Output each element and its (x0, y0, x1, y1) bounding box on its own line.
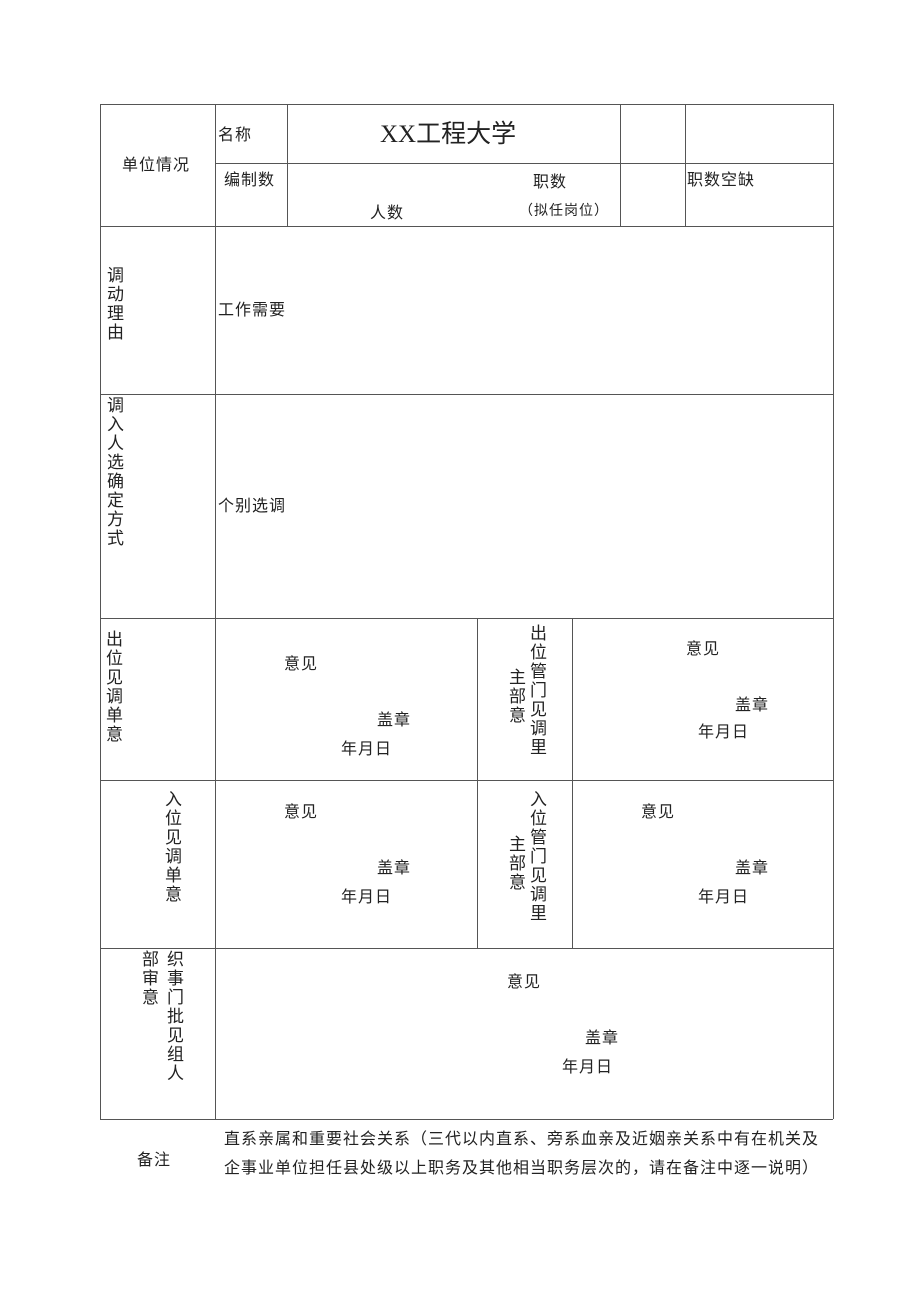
in-dept-label-a: 入位管门见调里 (526, 790, 546, 923)
in-unit-seal: 盖章 (377, 858, 412, 877)
in-unit-date: 年月日 (341, 887, 393, 906)
out-dept-opinion: 意见 (686, 639, 721, 658)
unit-info-label: 单位情况 (122, 155, 191, 174)
in-unit-opinion: 意见 (284, 802, 319, 821)
out-dept-date: 年月日 (698, 722, 750, 741)
row-divider (215, 163, 833, 164)
row-divider (100, 226, 833, 227)
org-dept-date: 年月日 (562, 1057, 614, 1076)
row-divider (100, 394, 833, 395)
row-divider (100, 618, 833, 619)
table-border-top (100, 104, 833, 105)
in-dept-date: 年月日 (698, 887, 750, 906)
out-unit-date: 年月日 (341, 739, 393, 758)
column-divider (287, 104, 288, 226)
reason-value[interactable]: 工作需要 (218, 300, 287, 319)
row-divider (100, 948, 833, 949)
quota-label: 编制数 (224, 170, 276, 189)
out-unit-label: 出位见调单意 (102, 630, 122, 744)
out-dept-seal: 盖章 (735, 695, 770, 714)
name-value[interactable]: XX工程大学 (380, 121, 517, 148)
positions-sub: （拟任岗位） (519, 203, 609, 219)
table-border-right (833, 104, 834, 1119)
column-divider (620, 104, 621, 226)
method-value[interactable]: 个别选调 (218, 496, 287, 515)
name-label: 名称 (218, 125, 253, 144)
out-unit-seal: 盖章 (377, 710, 412, 729)
headcount-label: 人数 (370, 203, 405, 222)
column-divider (685, 104, 686, 226)
column-divider (477, 618, 478, 948)
out-dept-label-b: 主部意 (505, 668, 525, 725)
org-dept-opinion: 意见 (507, 972, 542, 991)
in-unit-label: 入位见调单意 (161, 790, 181, 904)
row-divider (100, 780, 833, 781)
column-divider (572, 618, 573, 948)
vacancy-label: 职数空缺 (687, 170, 756, 189)
reason-label: 调动理由 (103, 266, 123, 342)
out-unit-opinion: 意见 (284, 654, 319, 673)
method-label: 调入人选确定方式 (103, 396, 123, 548)
positions-label: 职数 (533, 172, 568, 191)
org-dept-seal: 盖章 (585, 1028, 620, 1047)
org-dept-label-b: 织事门批见组人 (163, 950, 183, 1083)
remarks-label: 备注 (137, 1150, 172, 1169)
in-dept-label-b: 主部意 (505, 835, 525, 892)
remarks-text: 直系亲属和重要社会关系（三代以内直系、旁系血亲及近姻亲关系中有在机关及企事业单位… (224, 1129, 820, 1177)
column-divider (215, 104, 216, 1119)
in-dept-seal: 盖章 (735, 858, 770, 877)
out-dept-label-a: 出位管门见调里 (526, 624, 546, 757)
in-dept-opinion: 意见 (641, 802, 676, 821)
table-border-bottom (100, 1119, 833, 1120)
table-border-left (100, 104, 101, 1119)
org-dept-label-a: 部审意 (138, 950, 158, 1007)
